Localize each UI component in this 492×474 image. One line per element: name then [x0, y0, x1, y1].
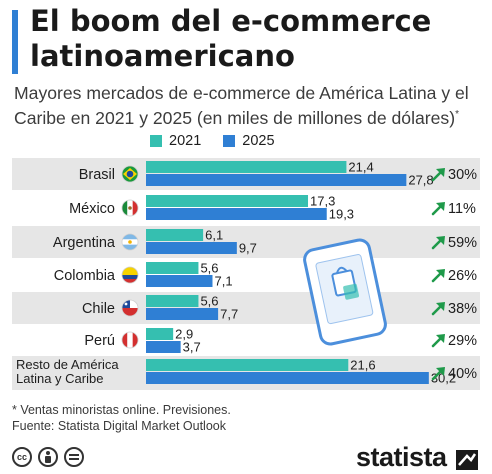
growth-label: 30%: [448, 167, 477, 183]
bar-2025: [146, 372, 429, 384]
value-label-2025: 7,1: [214, 274, 232, 289]
row-background: [12, 226, 480, 258]
flag-mexico-icon: [121, 199, 139, 217]
chart-title: El boom del e-commerce latinoamericano: [30, 4, 432, 73]
value-label-2021: 6,1: [205, 228, 223, 243]
growth-label: 38%: [448, 301, 477, 317]
value-label-2021: 21,4: [348, 160, 373, 175]
subtitle-footnote-mark: *: [455, 109, 459, 120]
bar-2025: [146, 275, 213, 287]
footnote: * Ventas minoristas online. Previsiones.: [12, 403, 231, 417]
value-label-2021: 21,6: [350, 358, 375, 373]
legend-item-2021: 2021: [150, 133, 201, 149]
bar-2021: [146, 359, 349, 371]
value-label-2021: 5,6: [200, 294, 218, 309]
growth-arrow-head: [436, 202, 445, 211]
value-label-2025: 3,7: [183, 340, 201, 355]
growth-arrow-head: [436, 269, 445, 278]
legend-swatch-2021: [150, 135, 162, 147]
flag-chile-icon: [121, 299, 139, 317]
legend-label-2025: 2025: [242, 133, 275, 149]
statista-flag-icon: [456, 450, 478, 470]
growth-arrow-head: [436, 236, 445, 245]
category-label: México: [69, 201, 115, 217]
flag-brazil-icon: [121, 165, 139, 183]
value-label-2021: 2,9: [175, 327, 193, 342]
nd-icon[interactable]: [64, 447, 84, 467]
bar-2025: [146, 341, 181, 353]
row-background: [12, 292, 480, 324]
value-label-2025: 7,7: [220, 307, 238, 322]
flag-colombia-icon: [121, 266, 139, 284]
bar-2021: [146, 161, 347, 173]
growth-arrow-head: [436, 168, 445, 177]
legend-label-2021: 2021: [169, 133, 202, 149]
value-label-2021: 5,6: [200, 261, 218, 276]
growth-label: 26%: [448, 268, 477, 284]
source: Fuente: Statista Digital Market Outlook: [12, 419, 226, 433]
smartphone-shopping-bag-icon: [303, 238, 387, 346]
growth-label: 40%: [448, 366, 477, 382]
legend: 2021 2025: [150, 132, 297, 150]
value-label-2025: 9,7: [239, 241, 257, 256]
category-label: Chile: [82, 301, 115, 317]
growth-arrow-head: [436, 367, 445, 376]
by-icon[interactable]: [38, 447, 58, 467]
subtitle-text: Mayores mercados de e-commerce de Améric…: [14, 83, 469, 128]
growth-arrow-head: [436, 334, 445, 343]
growth-label: 59%: [448, 235, 477, 251]
legend-item-2025: 2025: [223, 133, 275, 149]
category-label: Perú: [84, 333, 115, 349]
flag-argentina-icon: [121, 233, 139, 251]
bar-2025: [146, 174, 407, 186]
value-label-2025: 27,8: [408, 173, 433, 188]
footnote-block: * Ventas minoristas online. Previsiones.…: [12, 402, 231, 434]
brand-logo[interactable]: statista: [356, 442, 447, 472]
bar-2025: [146, 208, 327, 220]
bar-2021: [146, 295, 199, 307]
bar-2021: [146, 262, 199, 274]
flag-peru-icon: [121, 331, 139, 349]
value-label-2021: 17,3: [310, 194, 335, 209]
bar-2025: [146, 242, 237, 254]
category-label: Latina y Caribe: [16, 371, 103, 386]
category-label: Resto de América: [16, 357, 119, 372]
bar-2021: [146, 195, 309, 207]
value-label-2025: 19,3: [329, 207, 354, 222]
bar-2021: [146, 229, 204, 241]
cc-icon[interactable]: cc: [12, 447, 32, 467]
chart-subtitle: Mayores mercados de e-commerce de Améric…: [14, 82, 484, 129]
title-accent-bar: [12, 10, 18, 74]
growth-label: 29%: [448, 333, 477, 349]
footer-bar: cc statista: [0, 442, 492, 474]
growth-arrow-head: [436, 302, 445, 311]
growth-label: 11%: [448, 201, 476, 217]
bar-2025: [146, 308, 219, 320]
category-label: Brasil: [79, 167, 115, 183]
category-label: Colombia: [54, 268, 116, 284]
legend-swatch-2025: [223, 135, 236, 147]
bar-2021: [146, 328, 174, 340]
category-label: Argentina: [53, 235, 116, 251]
